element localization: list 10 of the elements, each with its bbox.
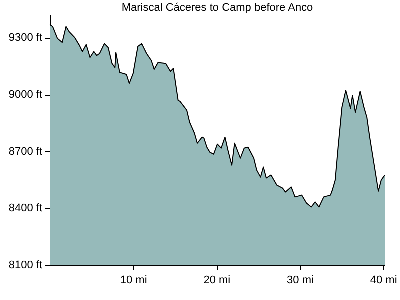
y-tick-label: 8100 ft [8,260,42,272]
x-tick-label: 20 mi [204,274,231,286]
y-tick-label: 8400 ft [8,202,42,215]
chart-title: Mariscal Cáceres to Camp before Anco [122,2,314,14]
y-tick-label: 8700 ft [8,146,42,158]
x-tick-label: 40 mi [370,274,398,286]
x-tick-label: 30 mi [287,274,314,286]
y-tick-label: 9300 ft [8,32,42,44]
x-tick-label: 10 mi [120,274,148,286]
y-tick-label: 9000 ft [8,89,42,102]
